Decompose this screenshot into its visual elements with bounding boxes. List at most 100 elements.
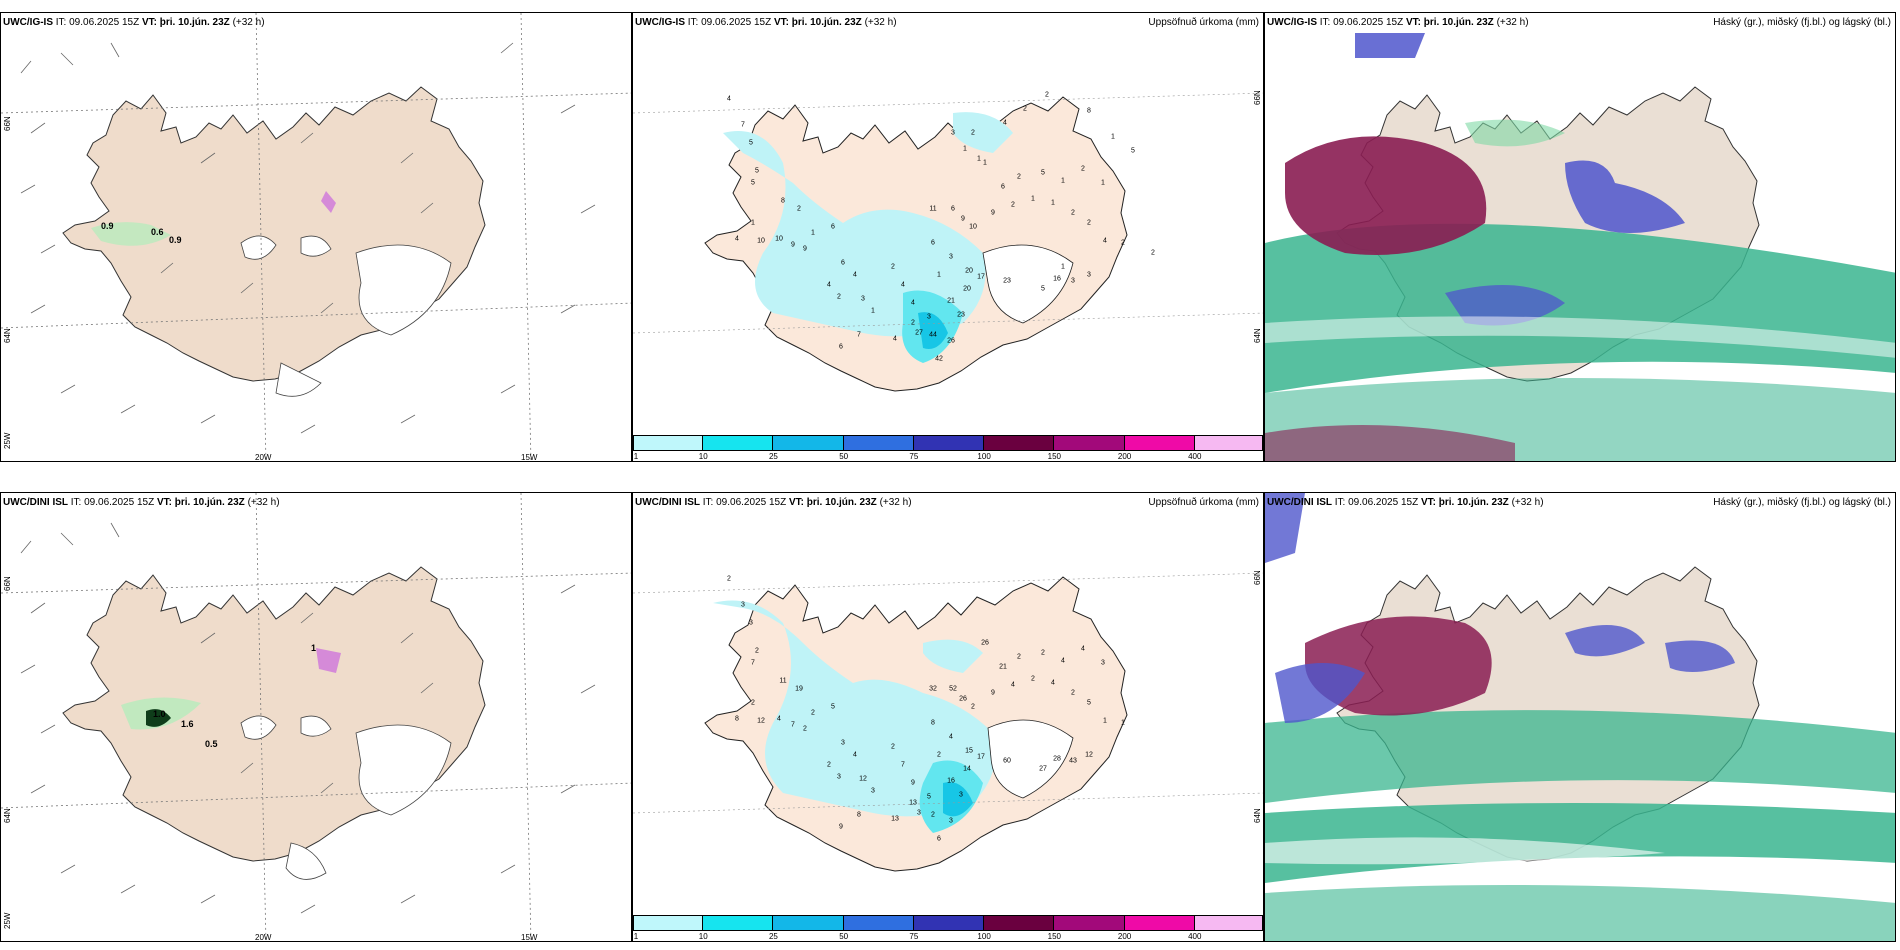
precip-value: 2 [827,761,831,769]
precip-value: 2 [911,319,915,327]
colorbar-tick: 25 [768,452,778,461]
precip-value: 4 [911,299,915,307]
colorbar-tick: 1 [633,452,639,461]
annotation: 1 [311,643,317,653]
precip-value: 3 [949,253,953,261]
precip-value: 3 [917,809,921,817]
row1-precip-map [633,92,1263,392]
colorbar-tick: 50 [839,932,849,941]
precip-value: 2 [1071,209,1075,217]
precip-value: 7 [901,761,905,769]
precip-value: 52 [949,685,957,693]
model-label: UWC/IG-IS [635,17,685,28]
precip-value: 9 [839,823,843,831]
valid-time-label: VT: [1420,497,1436,508]
model-label: UWC/DINI ISL [3,497,68,508]
colorbar-tick: 400 [1188,932,1202,941]
valid-time-label: VT: [773,17,789,28]
precip-value: 4 [1003,119,1007,127]
precip-value: 28 [1053,755,1061,763]
precip-value: 5 [755,167,759,175]
colorbar-swatch [984,915,1055,931]
colorbar-tick: 150 [1047,452,1062,461]
precip-value: 6 [831,223,835,231]
annotation: 0.6 [151,227,164,237]
precip-value: 6 [931,239,935,247]
precip-value: 4 [1103,237,1107,245]
precip-value: 5 [1131,147,1135,155]
precip-value: 1 [963,145,967,153]
valid-time: þri. 10.jún. 23Z [791,17,862,28]
precip-value: 2 [803,725,807,733]
precip-value: 4 [1081,645,1085,653]
valid-time: þri. 10.jún. 23Z [174,497,245,508]
lat-label: 64N [1253,328,1262,343]
colorbar-swatch [703,915,774,931]
issue-time: IT: 09.06.2025 15Z [70,497,155,508]
lead-time: (+32 h) [1511,497,1544,508]
precip-value: 2 [1081,165,1085,173]
row2-panel1-header: UWC/DINI ISL IT: 09.06.2025 15Z VT: þri.… [3,497,303,508]
precip-value: 3 [841,739,845,747]
precip-value: 3 [927,313,931,321]
precip-value: 26 [959,695,967,703]
row1-wind-map [1,13,631,461]
precip-value: 5 [1041,169,1045,177]
precip-value: 1 [977,155,981,163]
precip-value: 3 [871,787,875,795]
precip-value: 11 [929,205,937,213]
row2-panel2-header: UWC/DINI ISL IT: 09.06.2025 15Z VT: þri.… [635,497,912,508]
model-label: UWC/DINI ISL [1267,497,1332,508]
precip-value: 2 [837,293,841,301]
precip-value: 2 [971,129,975,137]
precip-value: 1 [871,307,875,315]
annotation: 1.6 [181,719,194,729]
valid-time-label: VT: [141,17,157,28]
precip-value: 6 [1001,183,1005,191]
precip-value: 2 [1041,649,1045,657]
wind-barbs [20,42,596,434]
precip-value: 8 [1087,107,1091,115]
precip-value: 17 [977,273,985,281]
valid-time: þri. 10.jún. 23Z [806,497,877,508]
row1-panel3-header: UWC/IG-IS IT: 09.06.2025 15Z VT: þri. 10… [1267,17,1529,28]
precip-value: 2 [1017,653,1021,661]
model-label: UWC/IG-IS [3,17,53,28]
precip-value: 3 [741,601,745,609]
precip-value: 17 [977,753,985,761]
precip-value: 6 [841,259,845,267]
lead-time: (+32 h) [864,17,897,28]
precip-value: 4 [1011,681,1015,689]
precip-value: 3 [959,791,963,799]
precip-value: 27 [915,329,923,337]
precip-value: 23 [957,311,965,319]
valid-time: þri. 10.jún. 23Z [1423,17,1494,28]
precip-value: 43 [1069,757,1077,765]
colorbar-swatch [1194,915,1263,931]
issue-time: IT: 09.06.2025 15Z [702,497,787,508]
precip-value: 5 [749,139,753,147]
precip-value: 16 [1053,275,1061,283]
precip-value: 1 [1061,177,1065,185]
model-label: UWC/DINI ISL [635,497,700,508]
precip-value: 2 [1045,91,1049,99]
lon-label: 25W [3,912,12,929]
precip-value: 4 [777,715,781,723]
cloud-title: Háský (gr.), miðský (fj.bl.) og lágský (… [1713,17,1891,28]
precip-value: 26 [981,639,989,647]
precip-value: 19 [795,685,803,693]
row1-panel1-header: UWC/IG-IS IT: 09.06.2025 15Z VT: þri. 10… [3,17,265,28]
precip-value: 7 [857,331,861,339]
colorbar-tick: 150 [1047,932,1062,941]
precip-value: 2 [1023,105,1027,113]
colorbar-swatch [1054,915,1125,931]
colorbar-tick: 75 [909,452,919,461]
precip-value: 4 [735,235,739,243]
annotation: 1.0 [153,709,166,719]
lon-label: 20W [255,933,272,942]
precip-value: 9 [991,209,995,217]
colorbar-swatch [984,435,1055,451]
colorbar-tick: 75 [909,932,919,941]
annotation: 0.9 [169,235,182,245]
precip-value: 8 [857,811,861,819]
